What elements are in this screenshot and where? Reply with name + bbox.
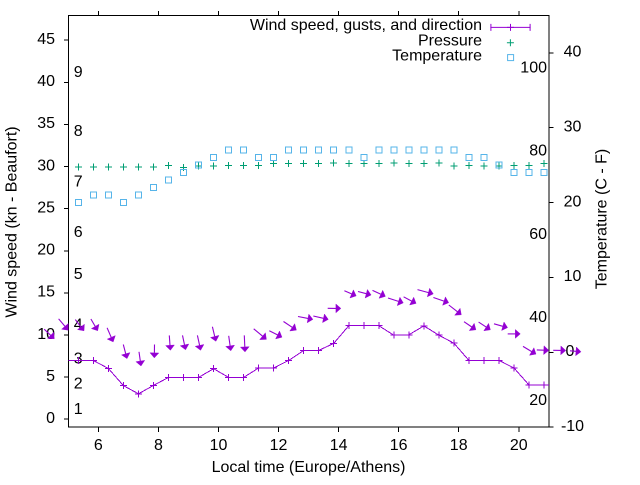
svg-text:5: 5 <box>46 368 55 385</box>
svg-text:20: 20 <box>510 437 528 454</box>
svg-text:9: 9 <box>74 64 83 81</box>
svg-text:4: 4 <box>74 317 83 334</box>
svg-text:80: 80 <box>529 143 547 160</box>
svg-text:0: 0 <box>46 410 55 427</box>
svg-text:30: 30 <box>37 157 55 174</box>
svg-text:Local time (Europe/Athens): Local time (Europe/Athens) <box>212 459 406 476</box>
svg-text:20: 20 <box>529 392 547 409</box>
svg-text:2: 2 <box>74 376 83 393</box>
svg-text:20: 20 <box>37 242 55 259</box>
svg-text:6: 6 <box>74 224 83 241</box>
svg-text:40: 40 <box>564 44 582 61</box>
svg-text:14: 14 <box>330 437 348 454</box>
svg-text:16: 16 <box>390 437 408 454</box>
svg-text:Temperature: Temperature <box>392 48 482 65</box>
svg-text:40: 40 <box>529 309 547 326</box>
svg-text:1: 1 <box>74 401 83 418</box>
svg-text:Temperature (C - F): Temperature (C - F) <box>594 149 611 289</box>
svg-text:-10: -10 <box>561 418 584 435</box>
svg-text:Wind speed (kn - Beaufort): Wind speed (kn - Beaufort) <box>3 126 20 317</box>
svg-text:12: 12 <box>270 437 288 454</box>
svg-text:10: 10 <box>210 437 228 454</box>
svg-text:30: 30 <box>564 119 582 136</box>
svg-text:45: 45 <box>37 31 55 48</box>
svg-text:7: 7 <box>74 173 83 190</box>
svg-text:6: 6 <box>94 437 103 454</box>
svg-text:8: 8 <box>154 437 163 454</box>
svg-text:15: 15 <box>37 284 55 301</box>
svg-text:60: 60 <box>529 226 547 243</box>
svg-text:40: 40 <box>37 73 55 90</box>
svg-text:100: 100 <box>520 60 547 77</box>
svg-text:18: 18 <box>450 437 468 454</box>
svg-text:35: 35 <box>37 115 55 132</box>
svg-text:8: 8 <box>74 123 83 140</box>
svg-text:25: 25 <box>37 200 55 217</box>
svg-text:5: 5 <box>74 266 83 283</box>
svg-text:10: 10 <box>564 268 582 285</box>
svg-text:20: 20 <box>564 193 582 210</box>
